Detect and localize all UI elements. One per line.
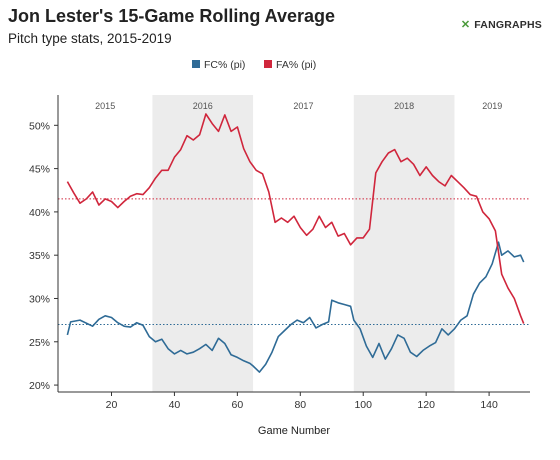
season-band-2018 [353, 95, 455, 392]
y-tick-label: 45% [29, 164, 50, 176]
reference-lines [58, 198, 530, 325]
chart-subtitle: Pitch type stats, 2015-2019 [8, 31, 172, 46]
x-tick-label: 80 [294, 399, 306, 411]
season-label-2018: 2018 [394, 101, 414, 111]
axes: 20 40 60 80 100 120 140 20% 25% 30% 35% 40% 45% 50% [29, 95, 530, 411]
season-band-2016 [152, 95, 254, 392]
fangraphs-logo-text: FANGRAPHS [474, 18, 542, 31]
fangraphs-logo: ✕ FANGRAPHS [460, 18, 542, 32]
legend-label-1: FA% (pi) [276, 59, 316, 71]
chart-title: Jon Lester's 15-Game Rolling Average [8, 6, 336, 26]
series-line-1 [66, 113, 525, 324]
season-labels: 2015 2016 2017 2018 2019 [95, 101, 502, 111]
legend-swatch-1 [264, 60, 272, 68]
season-label-2015: 2015 [95, 101, 115, 111]
x-tick-label: 100 [354, 399, 372, 411]
legend-swatch-0 [192, 60, 200, 68]
x-tick-label: 40 [169, 399, 181, 411]
y-tick-label: 50% [29, 120, 50, 132]
x-tick-label: 140 [480, 399, 498, 411]
legend: FC% (pi) FA% (pi) [192, 59, 316, 71]
series-lines [66, 113, 525, 373]
season-shading [152, 95, 455, 392]
season-label-2017: 2017 [293, 101, 313, 111]
x-tick-label: 20 [106, 399, 118, 411]
y-tick-label: 35% [29, 250, 50, 262]
legend-label-0: FC% (pi) [204, 59, 245, 71]
x-axis-label: Game Number [258, 425, 330, 437]
x-tick-label: 60 [232, 399, 244, 411]
y-tick-label: 40% [29, 207, 50, 219]
y-tick-label: 20% [29, 380, 50, 392]
y-tick-label: 25% [29, 337, 50, 349]
fangraphs-logo-icon: ✕ [460, 19, 471, 31]
x-tick-label: 120 [417, 399, 435, 411]
season-label-2016: 2016 [193, 101, 213, 111]
series-line-0 [66, 241, 525, 373]
y-tick-label: 30% [29, 293, 50, 305]
season-label-2019: 2019 [482, 101, 502, 111]
